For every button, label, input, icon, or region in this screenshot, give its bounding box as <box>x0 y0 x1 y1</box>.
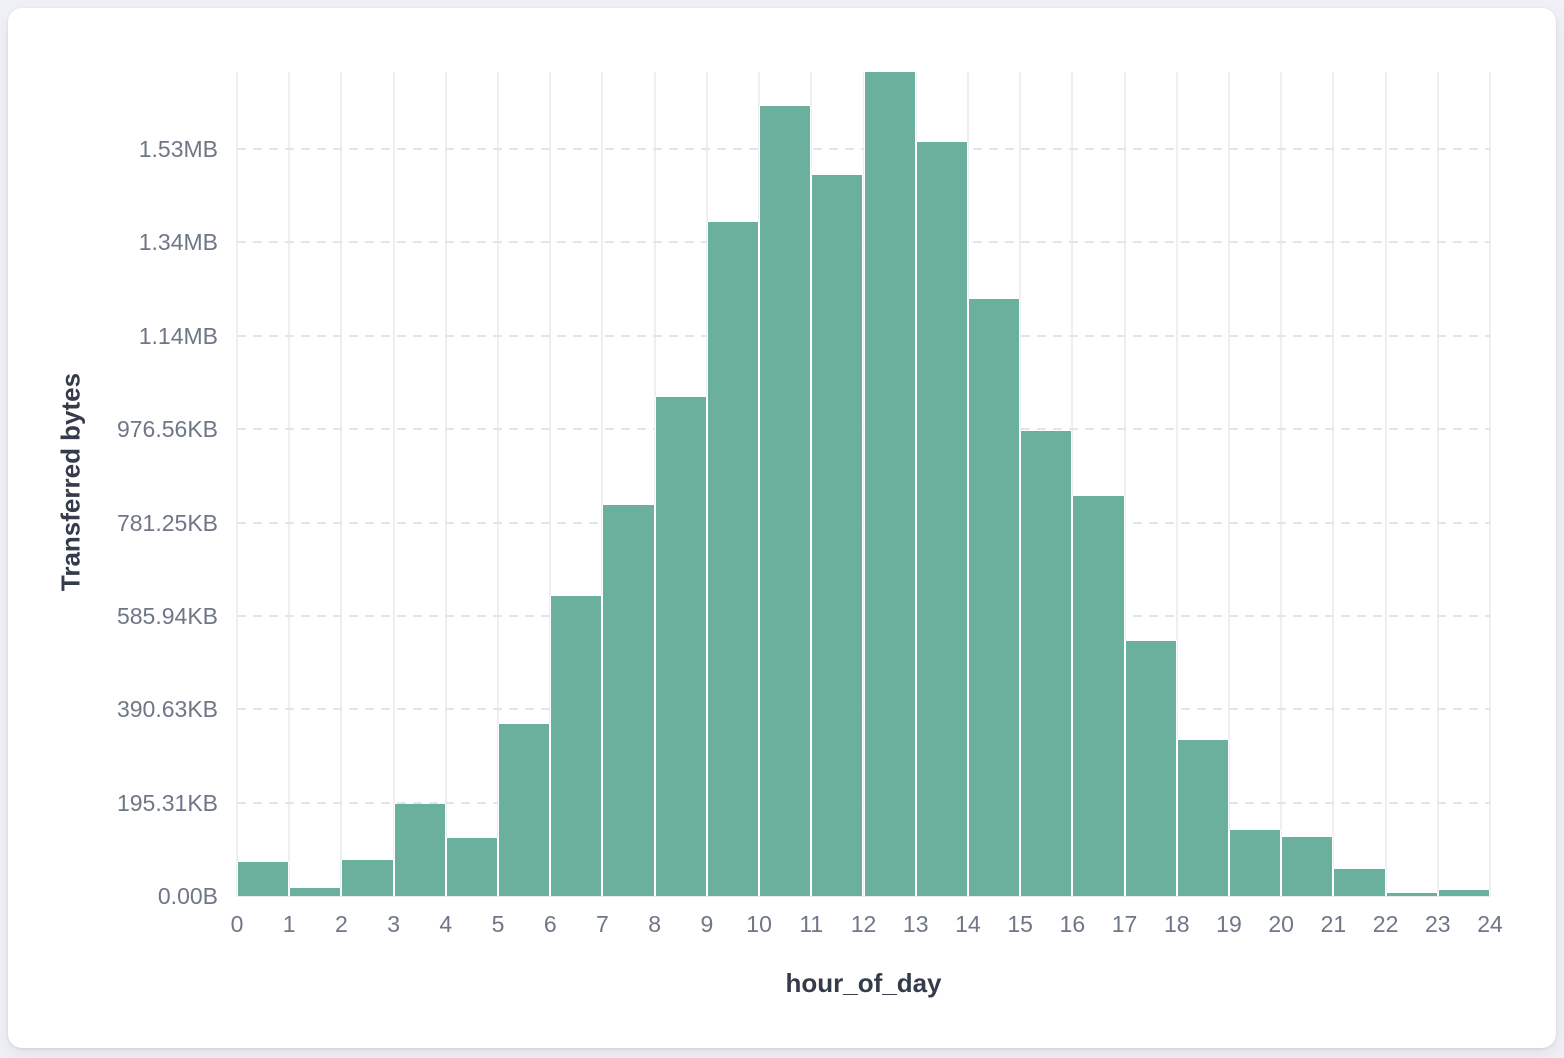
histogram-bar-hour-5[interactable] <box>498 724 551 896</box>
histogram-bar-hour-6[interactable] <box>550 596 603 896</box>
x-tick-label: 14 <box>955 911 981 937</box>
x-axis-title: hour_of_day <box>785 968 942 998</box>
x-tick-label: 22 <box>1372 911 1399 937</box>
vertical-gridline <box>601 72 604 896</box>
y-tick-label: 1.34MB <box>138 229 218 256</box>
histogram-bar-hour-21[interactable] <box>1333 869 1386 896</box>
x-tick-label: 17 <box>1111 911 1138 937</box>
histogram-bar-hour-1[interactable] <box>289 888 342 896</box>
x-tick-label: 9 <box>700 911 714 937</box>
histogram-bar-hour-11[interactable] <box>811 175 864 896</box>
x-tick-label: 10 <box>746 911 772 937</box>
histogram-bar-hour-17[interactable] <box>1124 641 1177 896</box>
y-tick-label: 585.94KB <box>116 602 218 629</box>
vertical-gridline <box>1123 72 1126 896</box>
x-tick-label: 8 <box>648 911 662 937</box>
x-tick-label: 18 <box>1163 911 1190 937</box>
vertical-gridline <box>392 72 395 896</box>
x-tick-label: 1 <box>282 911 296 937</box>
x-tick-label: 0 <box>230 911 244 937</box>
histogram-bar-hour-18[interactable] <box>1176 740 1229 896</box>
y-tick-label: 1.14MB <box>138 322 218 349</box>
histogram-bar-hour-14[interactable] <box>967 298 1021 896</box>
x-tick-label: 13 <box>902 911 929 937</box>
histogram-bar-hour-2[interactable] <box>341 860 394 896</box>
histogram-bar-hour-23[interactable] <box>1437 889 1490 896</box>
vertical-gridline <box>1227 72 1230 896</box>
histogram-bar-hour-0[interactable] <box>237 861 290 896</box>
x-tick-label: 5 <box>491 911 505 937</box>
x-tick-label: 16 <box>1059 911 1086 937</box>
x-tick-label: 6 <box>543 911 557 937</box>
y-tick-label: 0.00B <box>157 883 218 909</box>
vertical-gridline <box>1384 72 1387 896</box>
x-tick-label: 21 <box>1320 911 1347 937</box>
x-tick-label: 4 <box>439 911 453 937</box>
x-tick-label: 11 <box>799 911 824 937</box>
chart-card: Transferred bytes 0.00B 195.31KB 390.63KB 5… <box>8 8 1556 1048</box>
vertical-gridline <box>340 72 343 896</box>
histogram-bar-hour-19[interactable] <box>1228 830 1282 896</box>
histogram-bar-hour-3[interactable] <box>393 803 446 896</box>
x-tick-label: 12 <box>850 911 877 937</box>
vertical-gridline <box>444 72 447 896</box>
x-axis-tick-labels: 0 1 2 3 4 5 6 7 8 9 10 11 12 13 14 15 16 17 18 19 20 21 22 23 24 <box>231 910 1503 938</box>
histogram-bar-hour-15[interactable] <box>1020 430 1073 896</box>
histogram-bar-hour-22[interactable] <box>1385 893 1438 896</box>
histogram-bar-hour-13[interactable] <box>915 142 968 896</box>
x-tick-label: 19 <box>1216 911 1242 937</box>
x-tick-label: 15 <box>1007 911 1033 937</box>
histogram-bar-hour-10[interactable] <box>759 106 812 896</box>
histogram-bar-hour-20[interactable] <box>1281 837 1334 896</box>
vertical-gridline <box>1332 72 1335 896</box>
y-tick-label: 390.63KB <box>116 696 218 723</box>
vertical-gridline <box>1436 72 1439 896</box>
x-tick-label: 7 <box>596 911 609 937</box>
x-tick-label: 23 <box>1424 911 1451 937</box>
histogram-bar-hour-9[interactable] <box>706 222 760 896</box>
x-tick-label: 20 <box>1268 911 1294 937</box>
vertical-gridline <box>549 72 552 896</box>
vertical-gridline <box>236 72 238 896</box>
vertical-gridline <box>288 72 291 896</box>
x-tick-label: 24 <box>1477 911 1503 937</box>
y-tick-label: 195.31KB <box>116 789 218 816</box>
histogram-bar-hour-7[interactable] <box>602 504 655 896</box>
plot-area <box>236 72 1491 897</box>
histogram-bar-hour-4[interactable] <box>445 837 499 896</box>
x-tick-label: 3 <box>387 911 401 937</box>
histogram-bar-hour-12[interactable] <box>863 72 916 896</box>
vertical-gridline <box>1489 72 1491 896</box>
x-tick-label: 2 <box>335 911 348 937</box>
y-tick-label: 1.53MB <box>138 136 218 163</box>
vertical-gridline <box>1280 72 1283 896</box>
vertical-gridline <box>1071 72 1074 896</box>
y-axis-tick-labels: 0.00B 195.31KB 390.63KB 585.94KB 781.25KB 976… <box>38 72 218 908</box>
y-tick-label: 781.25KB <box>116 509 218 536</box>
vertical-gridline <box>1175 72 1178 896</box>
histogram-bar-hour-16[interactable] <box>1072 495 1125 896</box>
x-axis-baseline <box>237 896 1490 897</box>
y-tick-label: 976.56KB <box>116 416 218 443</box>
vertical-gridline <box>497 72 500 896</box>
histogram-bar-hour-8[interactable] <box>654 397 707 896</box>
